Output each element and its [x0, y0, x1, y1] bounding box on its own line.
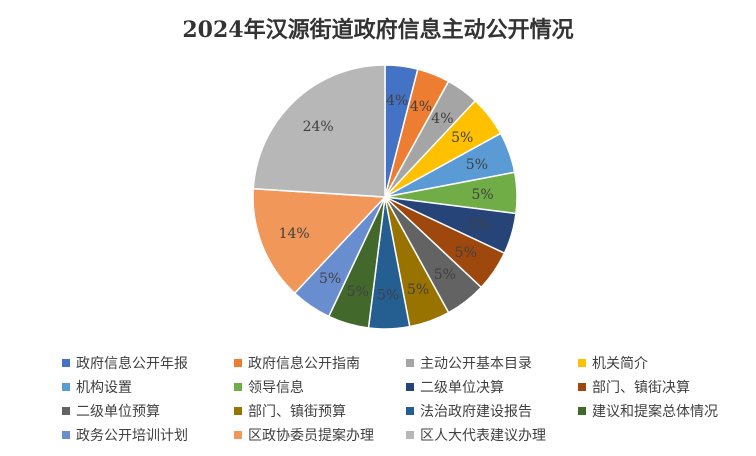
legend-label: 区政协委员提案办理 [248, 428, 374, 444]
legend-label: 二级单位预算 [76, 404, 160, 420]
legend-swatch [406, 383, 414, 391]
legend-item: 政务公开培训计划 [62, 425, 234, 445]
legend-swatch [62, 359, 70, 367]
legend-label: 部门、镇街预算 [248, 404, 346, 420]
legend-swatch [234, 359, 242, 367]
pie-slice [252, 187, 387, 295]
legend-label: 区人大代表建议办理 [420, 428, 546, 444]
legend-item: 政府信息公开指南 [234, 353, 406, 373]
legend-label: 建议和提案总体情况 [592, 404, 718, 420]
data-label: 24% [303, 119, 334, 135]
legend-swatch [406, 407, 414, 415]
data-label: 5% [407, 282, 429, 298]
legend-item: 部门、镇街预算 [234, 401, 406, 421]
legend-item: 区政协委员提案办理 [234, 425, 406, 445]
data-label: 5% [451, 130, 473, 146]
data-label: 4% [431, 111, 453, 127]
legend-label: 领导信息 [248, 380, 304, 396]
legend-label: 政务公开培训计划 [76, 428, 188, 444]
legend-swatch [578, 383, 586, 391]
legend-label: 法治政府建设报告 [420, 404, 532, 420]
legend-swatch [62, 383, 70, 391]
data-label: 5% [319, 271, 341, 287]
data-label: 5% [434, 267, 456, 283]
legend-swatch [62, 431, 70, 439]
legend-swatch [62, 407, 70, 415]
legend-item: 政府信息公开年报 [62, 353, 234, 373]
legend-swatch [406, 359, 414, 367]
legend-swatch [578, 407, 586, 415]
legend-label: 政府信息公开指南 [248, 356, 360, 372]
legend-label: 机构设置 [76, 380, 132, 396]
legend-item: 二级单位预算 [62, 401, 234, 421]
data-label: 5% [468, 217, 490, 233]
data-label: 14% [279, 226, 310, 242]
legend-swatch [406, 431, 414, 439]
legend-item: 机关简介 [578, 353, 750, 373]
data-label: 5% [466, 157, 488, 173]
data-label: 5% [377, 288, 399, 304]
legend-label: 政府信息公开年报 [76, 356, 188, 372]
legend-swatch [234, 383, 242, 391]
legend-label: 部门、镇街决算 [592, 380, 690, 396]
data-label: 4% [386, 93, 408, 109]
data-label: 5% [472, 187, 494, 203]
legend-swatch [578, 359, 586, 367]
legend-item: 机构设置 [62, 377, 234, 397]
legend: 政府信息公开年报 政府信息公开指南 主动公开基本目录 机关简介 机构设置 领导信息 二级单位… [62, 353, 752, 445]
legend-swatch [234, 407, 242, 415]
legend-label: 二级单位决算 [420, 380, 504, 396]
pie-slice [252, 64, 386, 198]
legend-item: 区人大代表建议办理 [406, 425, 578, 445]
legend-item: 法治政府建设报告 [406, 401, 578, 421]
legend-label: 机关简介 [592, 356, 648, 372]
chart-title: 2024年汉源街道政府信息主动公开情况 [182, 17, 574, 43]
data-label: 5% [347, 284, 369, 300]
legend-swatch [234, 431, 242, 439]
legend-item: 领导信息 [234, 377, 406, 397]
legend-item: 二级单位决算 [406, 377, 578, 397]
data-label: 4% [410, 99, 432, 115]
legend-item: 建议和提案总体情况 [578, 401, 750, 421]
legend-item: 主动公开基本目录 [406, 353, 578, 373]
legend-item: 部门、镇街决算 [578, 377, 750, 397]
data-label: 5% [455, 245, 477, 261]
legend-label: 主动公开基本目录 [420, 356, 532, 372]
